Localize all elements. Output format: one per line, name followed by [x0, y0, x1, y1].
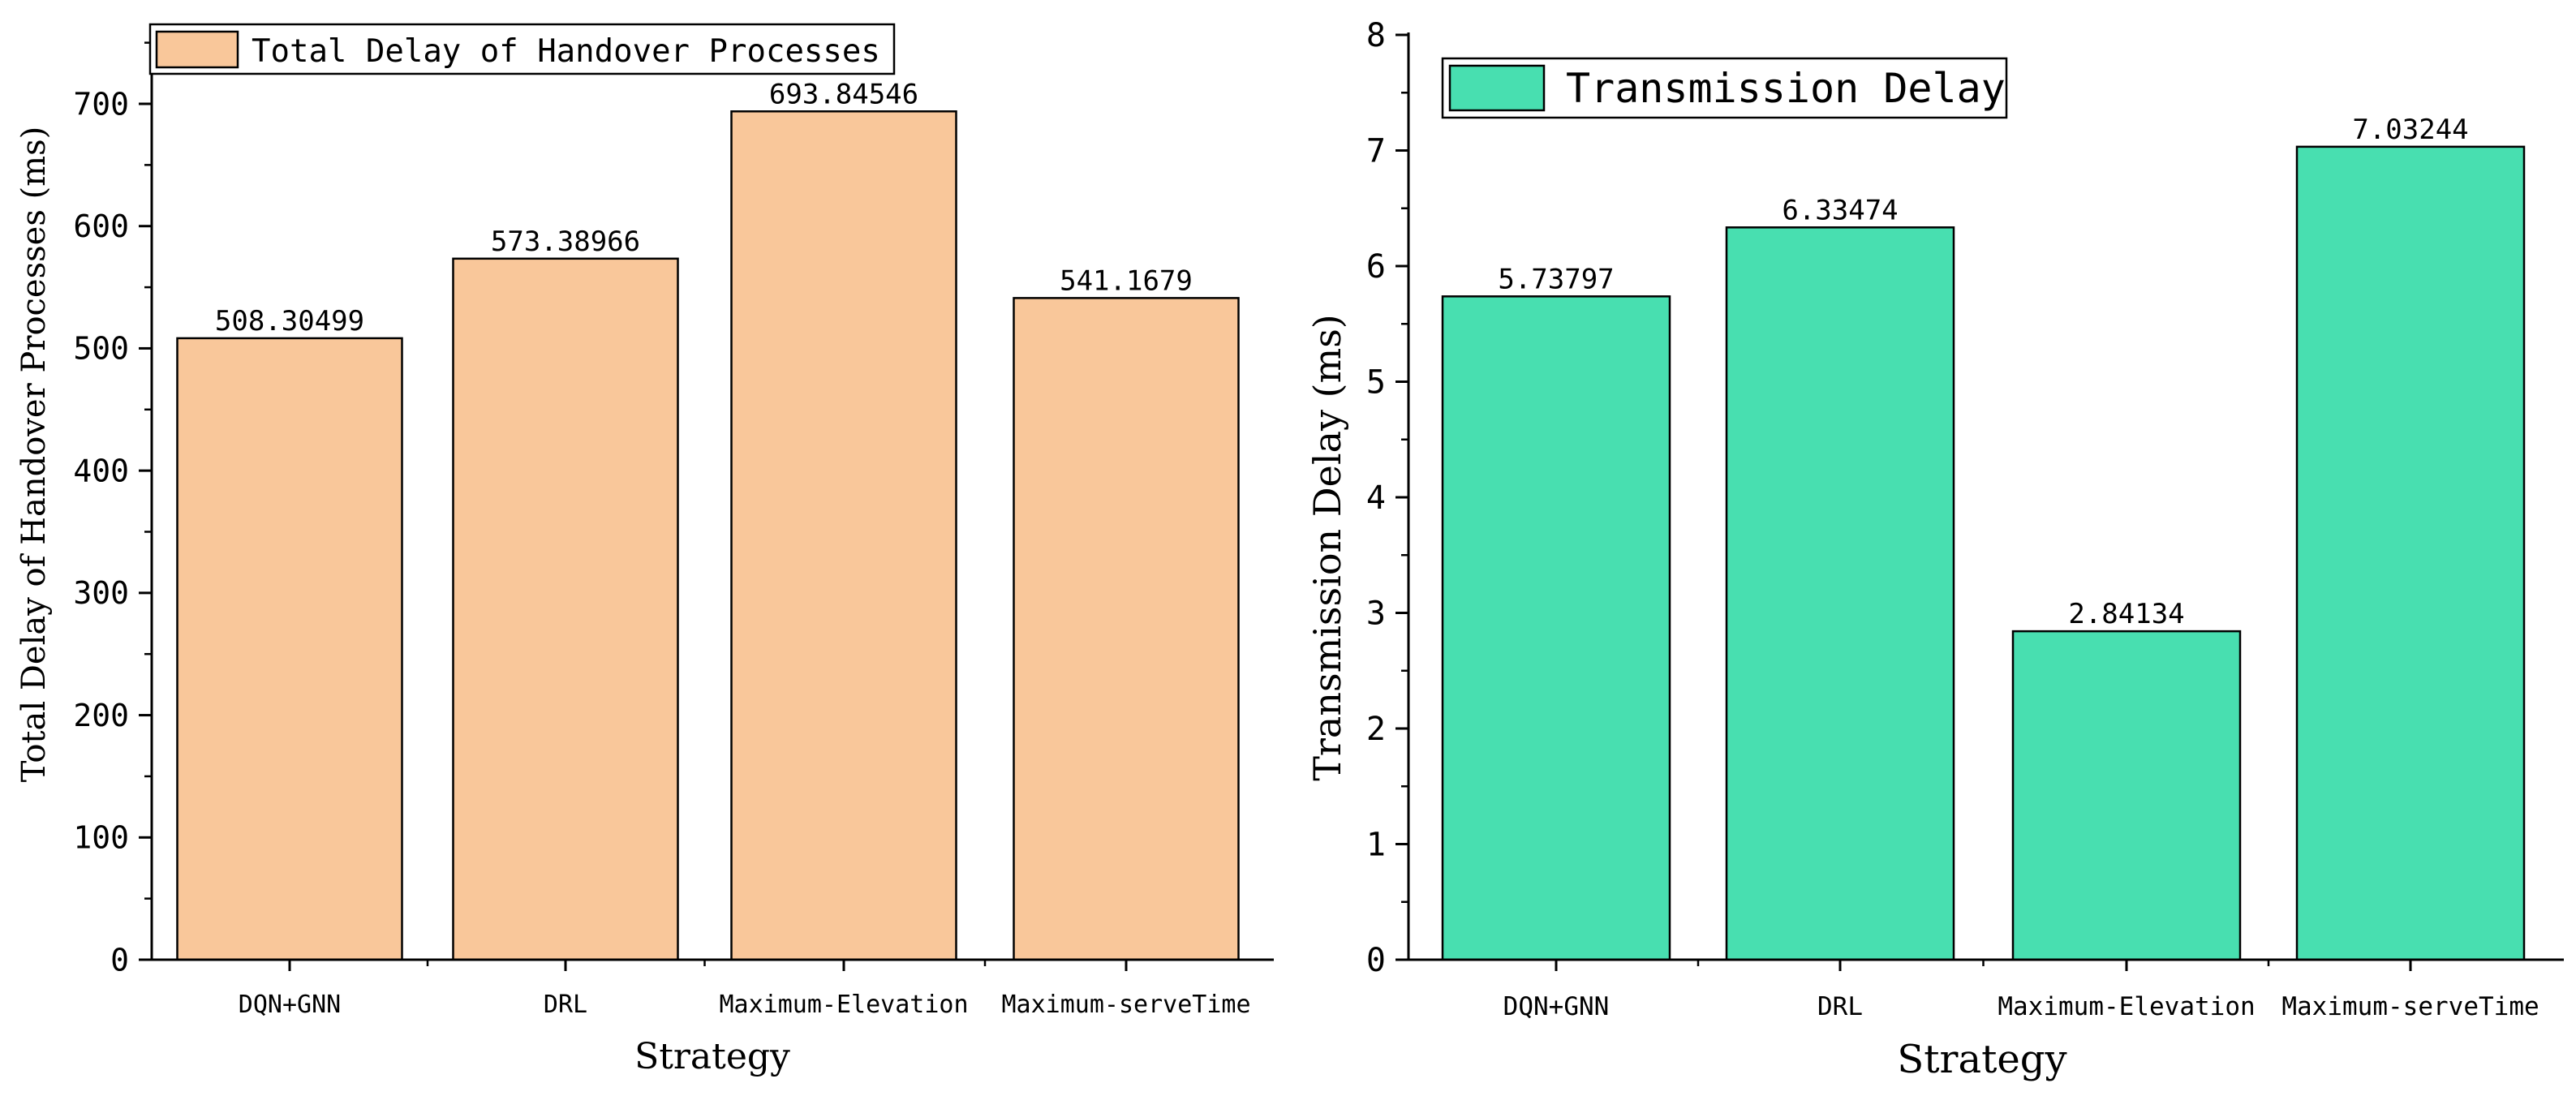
y-tick-label: 4 [1366, 479, 1386, 517]
x-tick-label-maximum-servetime: Maximum-serveTime [2281, 992, 2539, 1021]
bar-maximum-servetime [2295, 145, 2526, 961]
bars [176, 110, 1240, 961]
y-tick-label: 3 [1366, 595, 1386, 633]
y-tick-label: 400 [73, 453, 129, 488]
legend-swatch [155, 30, 239, 69]
y-tick-label: 100 [73, 820, 129, 856]
y-ticks: 0 1 2 3 4 5 6 7 8 [1366, 17, 1408, 979]
data-labels: 5.73797 6.33474 2.84134 7.03244 [1498, 114, 2468, 630]
y-tick-label: 600 [73, 208, 129, 244]
bar-maximum-elevation [2011, 630, 2242, 961]
data-label-maximum-elevation: 2.84134 [2068, 598, 2184, 630]
bar-dqn-gnn [1441, 295, 1671, 961]
x-tick-label-drl: DRL [544, 991, 587, 1019]
x-tick-label-dqn-gnn: DQN+GNN [1503, 992, 1610, 1021]
y-tick-label: 8 [1366, 17, 1386, 54]
x-tick-label-drl: DRL [1817, 992, 1863, 1021]
legend-frame [148, 23, 896, 75]
data-label-maximum-elevation: 693.84546 [769, 78, 918, 110]
legend: Total Delay of Handover Processes [148, 23, 896, 75]
bar-maximum-servetime [1013, 297, 1240, 961]
x-ticks: DQN+GNN DRL Maximum-Elevation Maximum-serve… [239, 960, 1251, 1019]
bar-dqn-gnn [176, 337, 403, 961]
y-tick-label: 300 [73, 575, 129, 611]
data-label-dqn-gnn: 508.30499 [215, 305, 364, 337]
y-ticks: 0 100 200 300 400 500 600 700 [73, 41, 152, 978]
x-tick-label-maximum-elevation: Maximum-Elevation [719, 991, 968, 1019]
transmission-delay-chart: 5.73797 6.33474 2.84134 7.03244 0 1 2 3 4 5 6 7 8 D… [1305, 17, 2564, 1082]
y-tick-label: 0 [110, 942, 129, 978]
data-label-drl: 573.38966 [491, 226, 640, 258]
bar-drl [452, 257, 679, 961]
y-tick-label: 5 [1366, 364, 1386, 402]
legend-swatch [1448, 64, 1546, 112]
y-axis-title: Transmission Delay (ms) [1305, 314, 1349, 781]
y-tick-label: 7 [1366, 133, 1386, 170]
y-tick-label: 6 [1366, 248, 1386, 286]
y-axis-title: Total Delay of Handover Processes (ms) [15, 127, 53, 783]
x-axis-title: Strategy [1897, 1037, 2066, 1082]
legend-label: Total Delay of Handover Processes [252, 33, 880, 70]
x-tick-label-maximum-elevation: Maximum-Elevation [1998, 992, 2255, 1021]
bar-drl [1725, 226, 1955, 961]
y-tick-label: 700 [73, 86, 129, 122]
y-tick-label: 200 [73, 698, 129, 733]
x-tick-label-dqn-gnn: DQN+GNN [239, 991, 341, 1019]
data-label-maximum-servetime: 7.03244 [2352, 114, 2468, 146]
y-tick-label: 500 [73, 331, 129, 367]
y-tick-label: 1 [1366, 827, 1386, 864]
data-label-drl: 6.33474 [1782, 194, 1898, 226]
data-label-maximum-servetime: 541.1679 [1060, 264, 1193, 297]
bar-maximum-elevation [730, 110, 957, 961]
data-label-dqn-gnn: 5.73797 [1498, 263, 1614, 295]
legend: Transmission Delay [1441, 57, 2008, 119]
y-tick-label: 0 [1366, 942, 1386, 979]
y-tick-label: 2 [1366, 711, 1386, 748]
x-tick-label-maximum-servetime: Maximum-serveTime [1001, 991, 1250, 1019]
handover-delay-chart: 508.30499 573.38966 693.84546 541.1679 0 100… [15, 23, 1274, 1077]
bars [1441, 145, 2526, 961]
legend-label: Transmission Delay [1566, 65, 2006, 112]
data-labels: 508.30499 573.38966 693.84546 541.1679 [215, 78, 1193, 337]
x-ticks: DQN+GNN DRL Maximum-Elevation Maximum-serve… [1503, 960, 2539, 1021]
x-axis-title: Strategy [634, 1036, 790, 1077]
